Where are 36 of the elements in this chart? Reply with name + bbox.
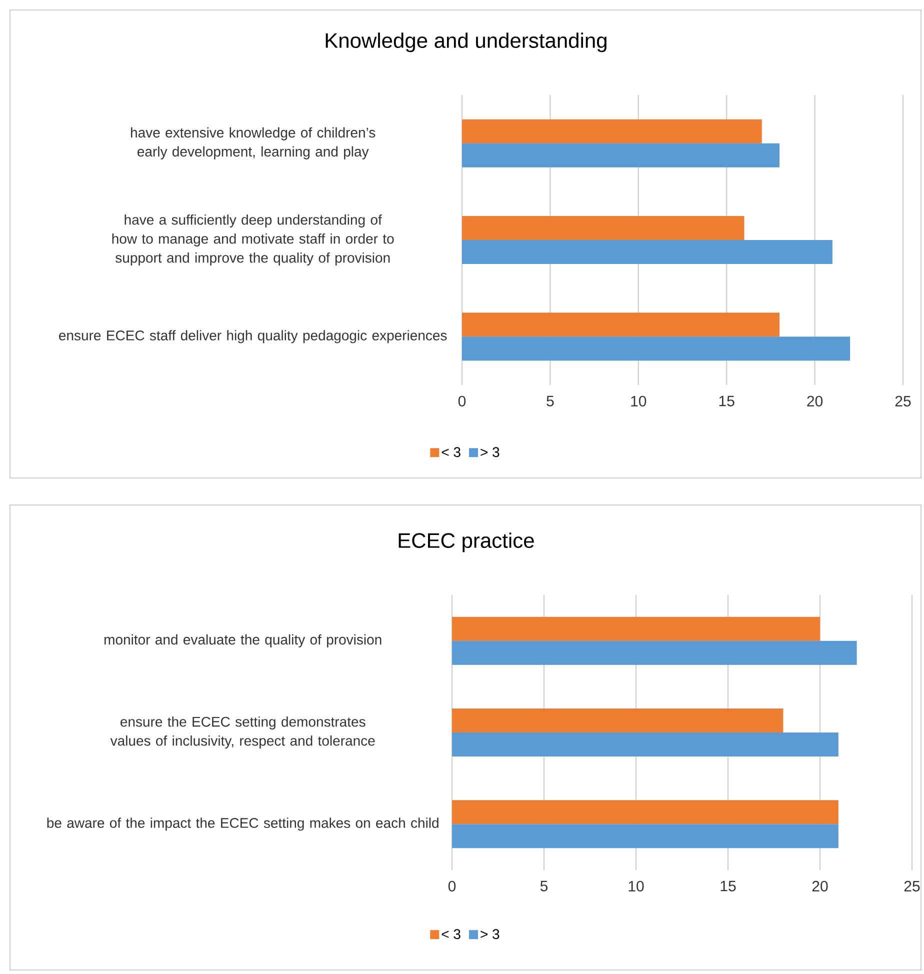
x-tick-label: 0 (448, 880, 456, 892)
x-tick-label: 20 (812, 880, 828, 892)
bar (462, 143, 780, 168)
chart-title: Knowledge and understanding (326, 32, 606, 52)
legend-label: < 3 (442, 447, 460, 458)
chart-title: ECEC practice (398, 532, 534, 552)
x-tick-label: 5 (546, 396, 554, 406)
y-tick-label: monitor and evaluate the quality of provision (104, 634, 382, 648)
bar (452, 616, 820, 641)
x-tick-label: 25 (904, 880, 920, 892)
bar (462, 216, 744, 240)
bar (462, 312, 780, 337)
bar (462, 240, 832, 264)
y-tick-label: ensure the ECEC setting demonstrates values of inclusivity, respect and tolerance (110, 716, 375, 749)
bar (452, 824, 838, 848)
bar (452, 640, 857, 665)
bar (462, 119, 762, 144)
x-tick-label: 15 (719, 396, 734, 406)
legend-label: < 3 (442, 929, 460, 940)
y-tick-label: have extensive knowledge of children’s early development, learning and play (131, 127, 376, 160)
y-tick-label: be aware of the impact the ECEC setting makes on each child (47, 818, 438, 831)
x-tick-label: 10 (628, 880, 644, 892)
bar (452, 800, 838, 824)
legend-label: > 3 (480, 929, 500, 940)
x-tick-label: 25 (895, 396, 911, 406)
legend-label: > 3 (480, 447, 500, 458)
x-tick-label: 5 (540, 880, 548, 892)
x-tick-label: 20 (807, 396, 823, 406)
bar (462, 336, 850, 361)
bar (452, 708, 784, 732)
y-tick-label: have a sufficiently deep understanding of how to manage and motivate staff in order to support and improve the quality of provision (112, 214, 394, 266)
y-tick-label: ensure ECEC staff deliver high quality pedagogic experiences (59, 330, 447, 344)
bar (452, 732, 838, 756)
x-tick-label: 0 (458, 396, 466, 406)
x-tick-label: 15 (720, 880, 736, 892)
x-tick-label: 10 (631, 396, 646, 406)
